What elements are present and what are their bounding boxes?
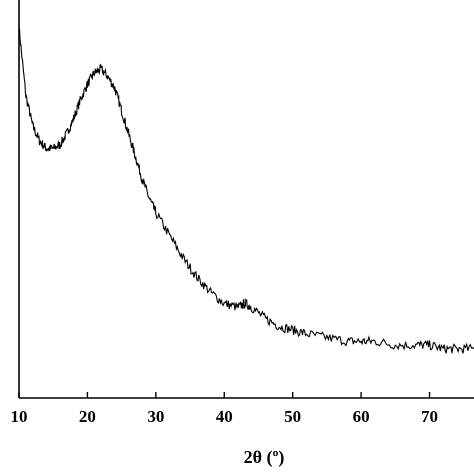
x-tick-label: 60 <box>353 407 370 426</box>
x-tick-labels: 10 20 30 40 50 60 70 <box>11 407 439 426</box>
x-tick-label: 40 <box>216 407 233 426</box>
x-tick-label: 50 <box>284 407 301 426</box>
x-axis-label: 2θ (º) <box>244 447 285 468</box>
x-tick-label: 20 <box>79 407 96 426</box>
series-line <box>18 28 474 354</box>
x-tick-label: 70 <box>421 407 438 426</box>
x-tick-label: 10 <box>11 407 28 426</box>
x-ticks <box>18 392 431 398</box>
x-tick-label: 30 <box>147 407 164 426</box>
